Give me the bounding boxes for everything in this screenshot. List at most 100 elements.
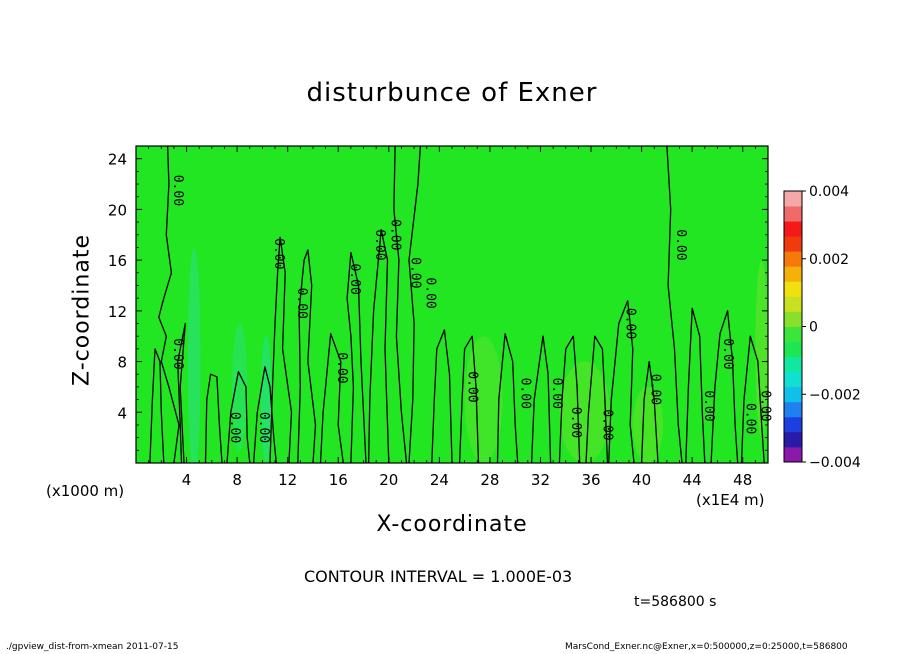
- contour-line-22: [685, 307, 706, 463]
- contour-line-9: [346, 251, 367, 463]
- y-tick-label-4: 20: [108, 201, 127, 219]
- contour-line-10: [367, 229, 390, 463]
- contour-label-19: 0.00: [673, 229, 688, 260]
- colorbar-segment-17: [784, 191, 802, 207]
- field-patch-0: [187, 247, 201, 463]
- colorbar-segment-16: [784, 206, 802, 222]
- colorbar-tick-label-4: −0.004: [809, 455, 861, 471]
- x-tick-label-4: 20: [379, 471, 398, 489]
- contour-line-17: [558, 335, 581, 463]
- x-tick-label-10: 44: [683, 471, 702, 489]
- contour-label-22: 0.00: [743, 403, 758, 434]
- field-patch-6: [755, 260, 768, 438]
- colorbar-tick-label-1: 0.002: [809, 252, 849, 268]
- contour-line-5: [252, 365, 277, 463]
- contour-label-5: 0.00: [256, 412, 271, 443]
- colorbar-segment-15: [784, 221, 802, 237]
- contour-line-7: [297, 249, 317, 463]
- contour-label-15: 0.00: [568, 407, 583, 438]
- contour-line-12: [408, 146, 422, 463]
- contour-label-17: 0.00: [622, 308, 637, 339]
- field-patch-2: [261, 336, 272, 463]
- contour-line-8: [319, 333, 344, 463]
- x-tick-label-11: 48: [733, 471, 752, 489]
- x-unit-right: (x1E4 m): [696, 491, 765, 509]
- contour-line-2: [177, 322, 186, 463]
- field-patch-4: [559, 361, 610, 463]
- contour-label-20: 0.00: [701, 390, 716, 421]
- x-axis-label: X-coordinate: [376, 512, 528, 537]
- contour-label-2: 0.00: [271, 238, 286, 269]
- colorbar-segment-13: [784, 251, 802, 267]
- contour-label-11: 0.00: [423, 277, 438, 308]
- colorbar-segment-7: [784, 341, 802, 358]
- colorbar-segment-3: [784, 401, 802, 418]
- contour-line-23: [710, 310, 739, 463]
- x-tick-label-3: 16: [329, 471, 348, 489]
- colorbar-segment-4: [784, 386, 802, 403]
- contour-label-9: 0.00: [387, 219, 402, 250]
- colorbar-segment-12: [784, 266, 802, 282]
- contour-label-23: 0.00: [758, 390, 773, 421]
- colorbar-segment-6: [784, 356, 802, 373]
- contour-line-6: [269, 236, 293, 463]
- colorbar-segment-10: [784, 296, 802, 312]
- heatmap-field: [136, 146, 768, 463]
- x-tick-label-9: 40: [632, 471, 651, 489]
- x-tick-label-2: 12: [278, 471, 297, 489]
- contour-line-24: [740, 335, 765, 463]
- x-tick-label-5: 24: [430, 471, 449, 489]
- contour-line-13: [431, 329, 453, 463]
- colorbar-segment-2: [784, 416, 802, 433]
- colorbar-segment-1: [784, 431, 802, 448]
- x-tick-label-7: 32: [531, 471, 550, 489]
- x-tick-label-0: 4: [182, 471, 192, 489]
- contour-line-4: [226, 371, 251, 463]
- field-patch-1: [232, 323, 248, 451]
- x-unit-left: (x1000 m): [46, 482, 125, 500]
- contour-label-21: 0.00: [720, 338, 735, 369]
- y-tick-label-1: 8: [117, 354, 127, 372]
- colorbar-tick-label-2: 0: [809, 320, 818, 336]
- colorbar-tick-label-3: −0.002: [809, 387, 861, 403]
- contour-line-18: [585, 335, 609, 463]
- contour-label-10: 0.00: [408, 257, 423, 288]
- y-axis-label: Z-coordinate: [69, 234, 95, 386]
- contour-label-14: 0.00: [549, 378, 564, 409]
- x-tick-label-6: 28: [480, 471, 499, 489]
- footer-data-source: MarsCond_Exner.nc@Exner,x=0:500000,z=0:2…: [565, 642, 848, 652]
- colorbar-segment-14: [784, 236, 802, 252]
- contour-label-13: 0.00: [518, 378, 533, 409]
- field-patch-5: [632, 386, 664, 463]
- colorbar-segment-5: [784, 371, 802, 388]
- contour-label-4: 0.00: [227, 412, 242, 443]
- x-tick-label-8: 36: [581, 471, 600, 489]
- contour-line-0: [158, 146, 180, 463]
- x-tick-label-1: 8: [232, 471, 242, 489]
- contour-label-8: 0.00: [372, 229, 387, 260]
- contour-line-19: [608, 300, 635, 463]
- chart-title: disturbunce of Exner: [306, 78, 598, 108]
- contour-line-16: [530, 335, 552, 463]
- contour-label-1: 0.00: [170, 338, 185, 369]
- colorbar-segment-8: [784, 326, 802, 342]
- colorbar-segment-9: [784, 311, 802, 327]
- contour-label-3: 0.00: [294, 288, 309, 319]
- y-tick-label-2: 12: [108, 303, 127, 321]
- contour-line-3: [204, 373, 223, 463]
- contour-line-15: [496, 333, 519, 463]
- contour-line-20: [640, 360, 659, 463]
- contour-label-6: 0.00: [334, 352, 349, 383]
- y-tick-label-0: 4: [117, 404, 127, 422]
- contour-label-18: 0.00: [648, 374, 663, 405]
- colorbar: 0.004 0.002 0 −0.002 −0.004: [783, 184, 861, 471]
- contour-label-7: 0.00: [347, 263, 362, 294]
- colorbar-segment-11: [784, 281, 802, 297]
- y-tick-label-3: 16: [108, 252, 127, 270]
- colorbar-segment-0: [784, 446, 802, 463]
- contour-labels: 0.000.000.000.000.00 0.000.000.000.00 0.00…: [170, 175, 773, 443]
- contour-line-14: [458, 335, 480, 463]
- contour-label-16: 0.00: [600, 409, 615, 440]
